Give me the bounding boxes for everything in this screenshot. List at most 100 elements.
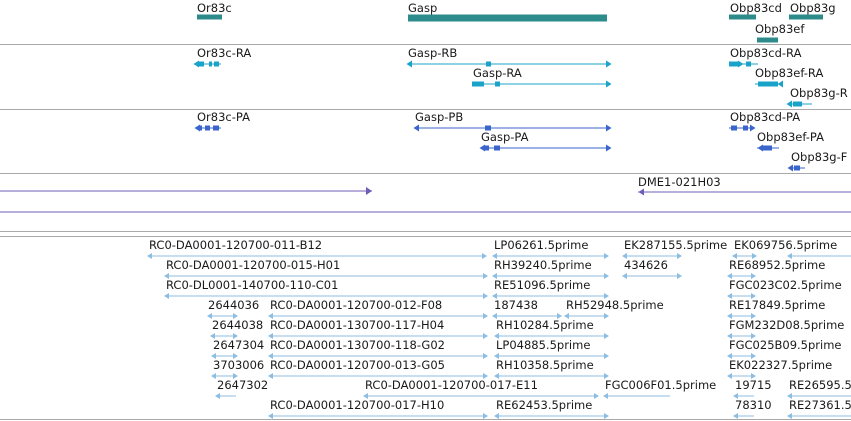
est-label[interactable]: EK287155.5prime [624, 238, 728, 252]
est-row-arrow[interactable] [492, 293, 497, 299]
est-row-arrow[interactable] [604, 413, 609, 419]
est-label[interactable]: RC0-DA0001-120700-015-H01 [166, 258, 341, 272]
est-label[interactable]: RE17849.5prime [729, 298, 826, 312]
gene-obp83cd-glyph[interactable] [729, 14, 756, 20]
protein-gasp-pa-arrow[interactable] [606, 144, 612, 152]
est-row-arrow[interactable] [751, 333, 756, 339]
gene-obp83ef-glyph[interactable] [757, 37, 778, 43]
est-row-arrow[interactable] [751, 273, 756, 279]
transcript-label[interactable]: Obp83cd-RA [730, 46, 802, 60]
est-row-arrow[interactable] [233, 353, 238, 359]
est-row-arrow[interactable] [604, 353, 609, 359]
protein-obp83cd-exon[interactable] [731, 125, 737, 131]
est-row-arrow[interactable] [751, 373, 756, 379]
est-row-arrow[interactable] [492, 273, 497, 279]
protein-gasp-pa-exon[interactable] [484, 145, 489, 151]
est-row-arrow[interactable] [482, 253, 487, 259]
est-row-arrow[interactable] [751, 293, 756, 299]
est-row-arrow[interactable] [492, 313, 497, 319]
transcript-obp83ef-arrow[interactable] [777, 80, 784, 88]
protein-label[interactable]: Gasp-PA [481, 130, 529, 144]
gene-label-or83c[interactable]: Or83c [197, 1, 232, 15]
gene-gasp-glyph[interactable] [408, 14, 607, 22]
est-label[interactable]: 2647304 [213, 338, 265, 352]
protein-gasp-pb-exon[interactable] [485, 125, 491, 131]
transcript-or83c-exon[interactable] [199, 61, 204, 67]
est-label[interactable]: RC0-DA0001-130700-117-H04 [270, 318, 445, 332]
transcript-obp83g-arrow[interactable] [786, 100, 793, 108]
est-row-arrow[interactable] [594, 393, 599, 399]
protein-obp83cd-exon[interactable] [743, 125, 748, 131]
protein-or83c-exon[interactable] [205, 125, 210, 131]
protein-label[interactable]: Or83c-PA [197, 110, 250, 124]
gene-label-obp83cd[interactable]: Obp83cd [730, 1, 782, 15]
est-row-arrow[interactable] [727, 353, 732, 359]
est-label[interactable]: FGM232D08.5prime [729, 318, 845, 332]
gene-obp83g-glyph[interactable] [789, 14, 823, 20]
est-label[interactable]: EK069756.5prime [734, 238, 838, 252]
transcript-gasp-rb-arrow[interactable] [406, 60, 413, 68]
est-label[interactable]: LP04885.5prime [496, 338, 591, 352]
est-label[interactable]: 78310 [735, 398, 772, 412]
est-row-arrow[interactable] [268, 353, 273, 359]
est-row-arrow[interactable] [727, 333, 732, 339]
est-label[interactable]: RE26595.5 [789, 378, 851, 392]
est-row-arrow[interactable] [268, 373, 273, 379]
est-label[interactable]: FGC023C02.5prime [729, 278, 842, 292]
est-row-arrow[interactable] [604, 313, 609, 319]
est-row-arrow[interactable] [233, 373, 238, 379]
clone-label[interactable]: DME1-021H03 [638, 175, 721, 189]
protein-gasp-pb-arrow[interactable] [606, 124, 612, 132]
transcript-obp83cd-arrow[interactable] [738, 60, 744, 68]
est-row-arrow[interactable] [564, 313, 569, 319]
protein-label[interactable]: Obp83g-F [791, 150, 848, 164]
est-row-arrow[interactable] [751, 353, 756, 359]
protein-obp83ef-exon[interactable] [761, 145, 772, 151]
est-label[interactable]: RH10358.5prime [496, 358, 594, 372]
est-row-arrow[interactable] [492, 253, 497, 259]
protein-obp83g-exon[interactable] [794, 165, 800, 171]
est-row-arrow[interactable] [483, 313, 488, 319]
gene-label-gasp[interactable]: Gasp [408, 1, 438, 15]
est-row-arrow[interactable] [787, 413, 792, 419]
transcript-obp83cd-exon[interactable] [729, 61, 739, 67]
est-row-arrow[interactable] [483, 333, 488, 339]
est-row-arrow[interactable] [604, 333, 609, 339]
est-label[interactable]: RC0-DL0001-140700-110-C01 [166, 278, 339, 292]
est-row-arrow[interactable] [210, 333, 215, 339]
transcript-obp83cd-exon[interactable] [746, 61, 751, 67]
est-row-arrow[interactable] [207, 313, 212, 319]
est-row-arrow[interactable] [147, 253, 152, 259]
est-label[interactable]: LP06261.5prime [494, 238, 589, 252]
transcript-obp83g-exon[interactable] [793, 101, 802, 107]
est-row-arrow[interactable] [727, 373, 732, 379]
protein-obp83ef-arrow[interactable] [757, 144, 764, 152]
protein-or83c-exon[interactable] [199, 125, 202, 131]
est-label[interactable]: 187438 [494, 298, 538, 312]
est-row-arrow[interactable] [268, 313, 273, 319]
est-row-arrow[interactable] [604, 373, 609, 379]
est-row-arrow[interactable] [787, 253, 792, 259]
est-row-arrow[interactable] [268, 333, 273, 339]
protein-gasp-pa-exon[interactable] [494, 145, 500, 151]
protein-gasp-pb-arrow[interactable] [413, 124, 420, 132]
est-row-arrow[interactable] [733, 393, 738, 399]
transcript-gasp-ra-exon[interactable] [472, 81, 484, 87]
protein-gasp-pa-arrow[interactable] [479, 144, 486, 152]
est-label[interactable]: RC0-DA0001-120700-012-F08 [270, 298, 443, 312]
est-label[interactable]: RC0-DA0001-120700-013-G05 [270, 358, 445, 372]
est-row-arrow[interactable] [494, 353, 499, 359]
protein-label[interactable]: Obp83ef-PA [757, 130, 824, 144]
est-row-arrow[interactable] [211, 353, 216, 359]
est-label[interactable]: RH52948.5prime [566, 298, 664, 312]
est-row-arrow[interactable] [677, 253, 682, 259]
est-label[interactable]: 2647302 [217, 378, 269, 392]
transcript-label[interactable]: Gasp-RB [408, 46, 458, 60]
est-label[interactable]: 19715 [735, 378, 772, 392]
est-row-arrow[interactable] [733, 413, 738, 419]
est-row-arrow[interactable] [215, 393, 220, 399]
est-label[interactable]: RC0-DA0001-120700-017-E11 [365, 378, 538, 392]
est-row-arrow[interactable] [604, 293, 609, 299]
est-row-arrow[interactable] [233, 333, 238, 339]
est-label[interactable]: 2644038 [212, 318, 264, 332]
